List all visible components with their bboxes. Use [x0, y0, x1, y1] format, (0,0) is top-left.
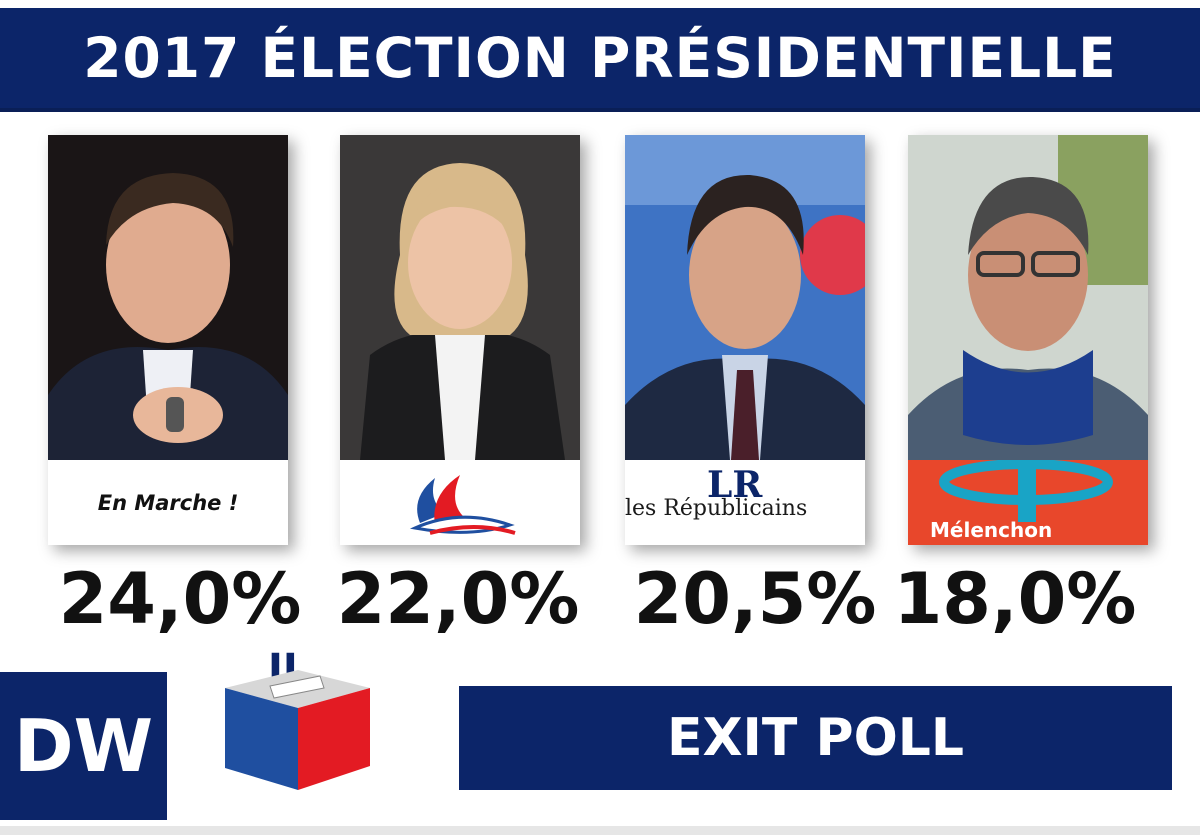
- candidate-card-3: LR les Républicains: [625, 135, 865, 545]
- dw-logo: DW: [0, 672, 167, 820]
- candidate-card-1: En Marche !: [48, 135, 288, 545]
- percent-candidate-3: 20,5%: [633, 558, 877, 640]
- candidate-card-4: Mélenchon: [908, 135, 1148, 545]
- party-logo-text: Mélenchon: [930, 518, 1053, 542]
- candidate-photo-4: [908, 135, 1148, 460]
- party-logo-en-marche: En Marche !: [48, 460, 288, 545]
- candidate-photo-3: [625, 135, 865, 460]
- ballot-box-icon: JL: [210, 640, 390, 820]
- percent-candidate-1: 24,0%: [58, 558, 302, 640]
- percent-candidate-2: 22,0%: [336, 558, 580, 640]
- exit-poll-banner: EXIT POLL: [459, 686, 1172, 790]
- candidate-card-2: [340, 135, 580, 545]
- flame-logo-icon: [409, 474, 516, 535]
- exit-poll-label: EXIT POLL: [666, 708, 965, 768]
- party-logo-text: En Marche !: [97, 490, 239, 515]
- page-title: 2017 ÉLECTION PRÉSIDENTIELLE: [83, 26, 1117, 90]
- percent-candidate-4: 18,0%: [893, 558, 1137, 640]
- party-logo-text: les Républicains: [625, 496, 808, 521]
- bottom-divider: [0, 826, 1200, 835]
- title-banner: 2017 ÉLECTION PRÉSIDENTIELLE: [0, 8, 1200, 112]
- party-logo-lr: LR les Républicains: [625, 460, 865, 545]
- party-logo-fn: [340, 460, 580, 545]
- candidate-photo-1: [48, 135, 288, 460]
- phi-logo-icon: [908, 460, 1148, 545]
- candidate-photo-2: [340, 135, 580, 460]
- dw-brand-text: DW: [13, 704, 154, 788]
- party-logo-melenchon: Mélenchon: [908, 460, 1148, 545]
- title-bar: 2017 ÉLECTION PRÉSIDENTIELLE: [0, 0, 1200, 112]
- lr-initials: LR: [707, 464, 763, 506]
